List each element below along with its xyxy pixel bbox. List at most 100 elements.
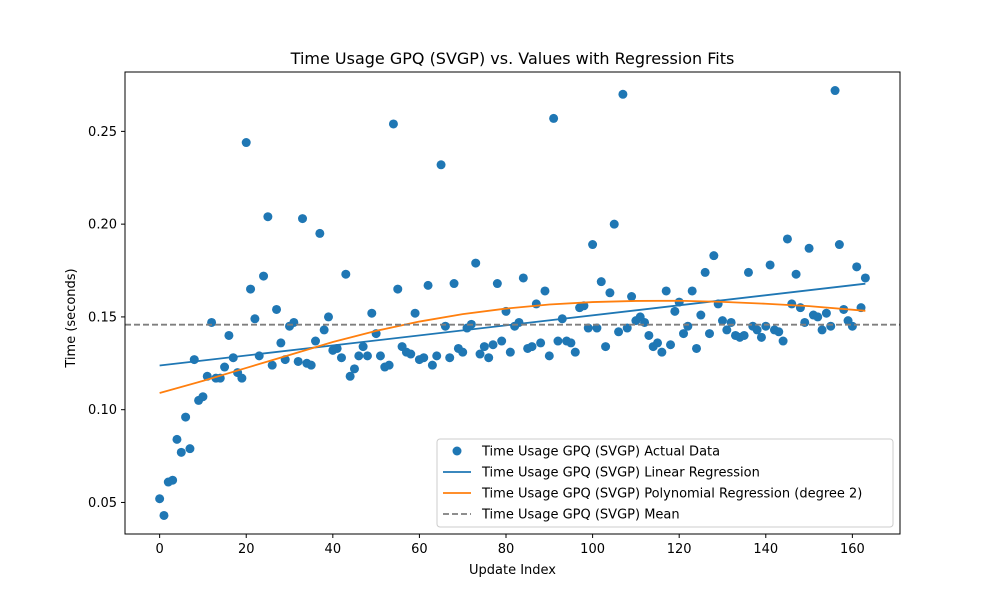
axes: 0 20 40 60 80 100 120 140 160 0.05 0.10 0.15 0.20 0.2…: [88, 71, 901, 557]
data-point: [272, 304, 282, 314]
data-point: [566, 338, 576, 348]
data-point: [722, 325, 732, 335]
data-point: [172, 434, 182, 444]
data-point: [726, 317, 736, 327]
x-tick-label: 20: [238, 542, 255, 557]
data-point: [436, 160, 446, 170]
data-point: [743, 267, 753, 277]
data-point: [782, 234, 792, 244]
x-tick-label: 140: [753, 542, 778, 557]
y-tick-label: 0.15: [88, 310, 117, 325]
x-tick-label: 40: [325, 542, 342, 557]
data-point: [207, 317, 217, 327]
data-point: [549, 113, 559, 123]
data-point: [834, 240, 844, 250]
data-point: [505, 347, 515, 357]
legend-item: Time Usage GPQ (SVGP) Mean: [443, 508, 680, 523]
data-point: [393, 284, 403, 294]
data-point: [276, 338, 286, 348]
data-point: [860, 273, 870, 283]
data-point: [696, 310, 706, 320]
legend-label: Time Usage GPQ (SVGP) Actual Data: [481, 445, 720, 460]
legend-label: Time Usage GPQ (SVGP) Linear Regression: [481, 466, 760, 481]
plot-series: [125, 86, 900, 520]
data-point: [774, 327, 784, 337]
data-point: [362, 351, 372, 361]
data-point: [605, 288, 615, 298]
data-point: [237, 373, 247, 383]
data-point: [358, 342, 368, 352]
data-point: [588, 240, 598, 250]
data-point: [293, 356, 303, 366]
x-tick-label: 60: [411, 542, 428, 557]
data-point: [367, 308, 377, 318]
data-point: [739, 330, 749, 340]
data-point: [263, 212, 273, 222]
data-point: [514, 317, 524, 327]
data-point: [341, 269, 351, 279]
data-point: [298, 214, 308, 224]
legend-marker: [452, 446, 462, 456]
data-point: [756, 332, 766, 342]
data-point: [800, 317, 810, 327]
data-point: [826, 321, 836, 331]
legend-label: Time Usage GPQ (SVGP) Mean: [481, 508, 680, 523]
scatter-series: [155, 86, 870, 520]
legend-item: Time Usage GPQ (SVGP) Polynomial Regress…: [443, 487, 862, 502]
data-point: [336, 353, 346, 363]
legend-item: Time Usage GPQ (SVGP) Actual Data: [452, 445, 720, 460]
data-point: [479, 342, 489, 352]
data-point: [345, 371, 355, 381]
data-point: [813, 312, 823, 322]
data-point: [795, 303, 805, 313]
data-point: [540, 286, 550, 296]
legend-label: Time Usage GPQ (SVGP) Polynomial Regress…: [481, 487, 862, 502]
data-point: [592, 323, 602, 333]
data-point: [332, 343, 342, 353]
data-point: [596, 277, 606, 287]
data-point: [787, 299, 797, 309]
data-point: [349, 364, 359, 374]
x-tick-label: 160: [840, 542, 865, 557]
data-point: [709, 251, 719, 261]
data-point: [406, 349, 416, 359]
data-point: [423, 280, 433, 290]
polynomial-regression-line: [159, 299, 866, 394]
data-point: [752, 325, 762, 335]
data-point: [531, 299, 541, 309]
data-point: [601, 342, 611, 352]
data-point: [388, 119, 398, 129]
legend: Time Usage GPQ (SVGP) Actual Data Time Us…: [436, 438, 894, 528]
data-point: [704, 329, 714, 339]
data-point: [653, 338, 663, 348]
data-point: [410, 308, 420, 318]
data-point: [198, 392, 208, 402]
data-point: [679, 329, 689, 339]
data-point: [224, 330, 234, 340]
data-point: [311, 336, 321, 346]
data-point: [536, 338, 546, 348]
data-point: [432, 351, 442, 361]
data-point: [449, 279, 459, 289]
data-point: [471, 258, 481, 268]
data-point: [323, 312, 333, 322]
data-point: [475, 349, 485, 359]
data-point: [804, 243, 814, 253]
data-point: [717, 316, 727, 326]
data-point: [440, 321, 450, 331]
y-axis-label: Time (seconds): [64, 268, 79, 368]
data-point: [683, 321, 693, 331]
data-point: [527, 342, 537, 352]
y-tick-label: 0.25: [88, 125, 117, 140]
data-point: [700, 267, 710, 277]
data-point: [627, 292, 637, 302]
chart-title: Time Usage GPQ (SVGP) vs. Values with Re…: [290, 49, 735, 68]
x-tick-label: 100: [580, 542, 605, 557]
data-point: [670, 306, 680, 316]
data-point: [497, 336, 507, 346]
data-point: [847, 321, 857, 331]
x-axis-label: Update Index: [469, 563, 556, 578]
data-point: [419, 353, 429, 363]
data-point: [241, 138, 251, 148]
